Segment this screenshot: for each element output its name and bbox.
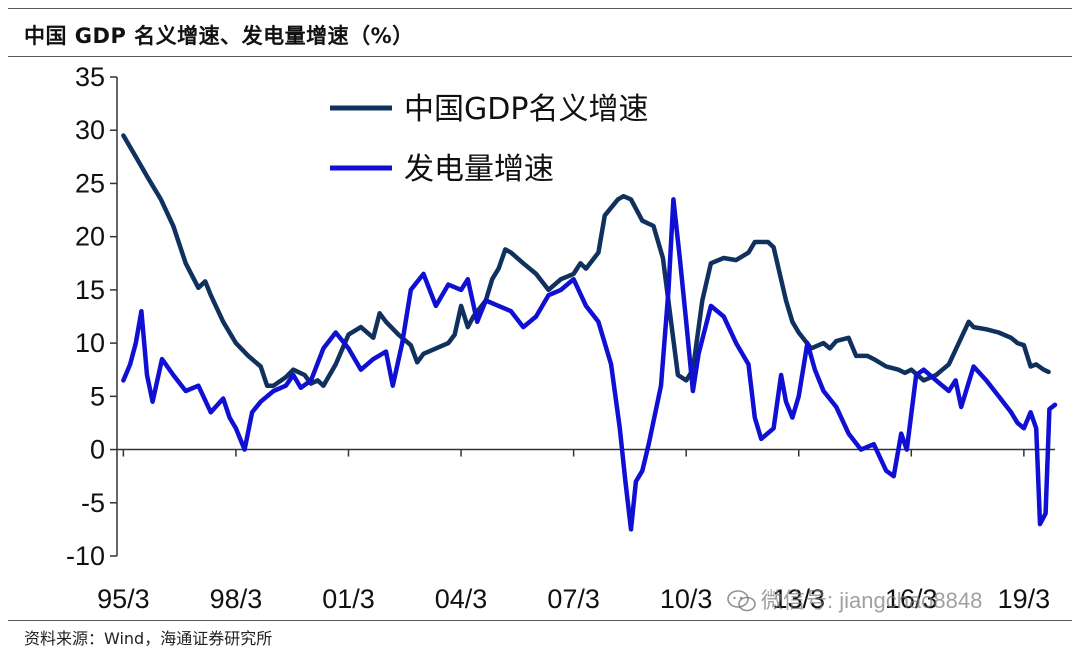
x-tick-label: 04/3	[435, 584, 488, 614]
chart-series	[121, 133, 1058, 532]
legend-label: 中国GDP名义增速	[404, 92, 648, 127]
y-tick-label: -5	[81, 488, 105, 518]
x-tick-label: 98/3	[210, 584, 263, 614]
line-chart: -10 -5 0 5 10 15 20 25 30 35 95/3 98/3 01/3 04/3 07/3 1…	[66, 62, 1058, 614]
y-tick-label: -10	[66, 541, 105, 571]
top-rule	[8, 8, 1072, 9]
x-tick-label: 95/3	[97, 584, 150, 614]
source-note: 资料来源：Wind，海通证券研究所	[24, 629, 273, 648]
chart-title: 中国 GDP 名义增速、发电量增速（%）	[24, 24, 414, 48]
y-tick-label: 20	[75, 222, 105, 252]
x-tick-label: 16/3	[885, 584, 938, 614]
chart-axes: -10 -5 0 5 10 15 20 25 30 35 95/3 98/3 01/3 04/3 07/3 1…	[66, 62, 1055, 614]
title-rule	[8, 56, 1072, 57]
power-growth-line	[121, 197, 1058, 532]
y-tick-label: 15	[75, 275, 105, 305]
x-tick-label: 01/3	[322, 584, 375, 614]
x-tick-label: 19/3	[998, 584, 1051, 614]
bottom-rule	[8, 620, 1072, 621]
x-tick-label: 10/3	[660, 584, 713, 614]
x-tick-label: 07/3	[547, 584, 600, 614]
gdp-growth-line	[121, 133, 1051, 388]
y-tick-label: 35	[75, 62, 105, 92]
legend-label: 发电量增速	[404, 152, 554, 187]
y-tick-label: 25	[75, 168, 105, 198]
y-tick-label: 10	[75, 328, 105, 358]
watermark-text: 微信号: jiangchao8848	[761, 588, 983, 613]
x-tick-label: 13/3	[772, 584, 825, 614]
y-tick-label: 30	[75, 115, 105, 145]
y-tick-label: 0	[90, 435, 105, 465]
wechat-icon	[727, 590, 756, 612]
y-tick-label: 5	[90, 381, 105, 411]
watermark: 微信号: jiangchao8848	[727, 583, 982, 615]
